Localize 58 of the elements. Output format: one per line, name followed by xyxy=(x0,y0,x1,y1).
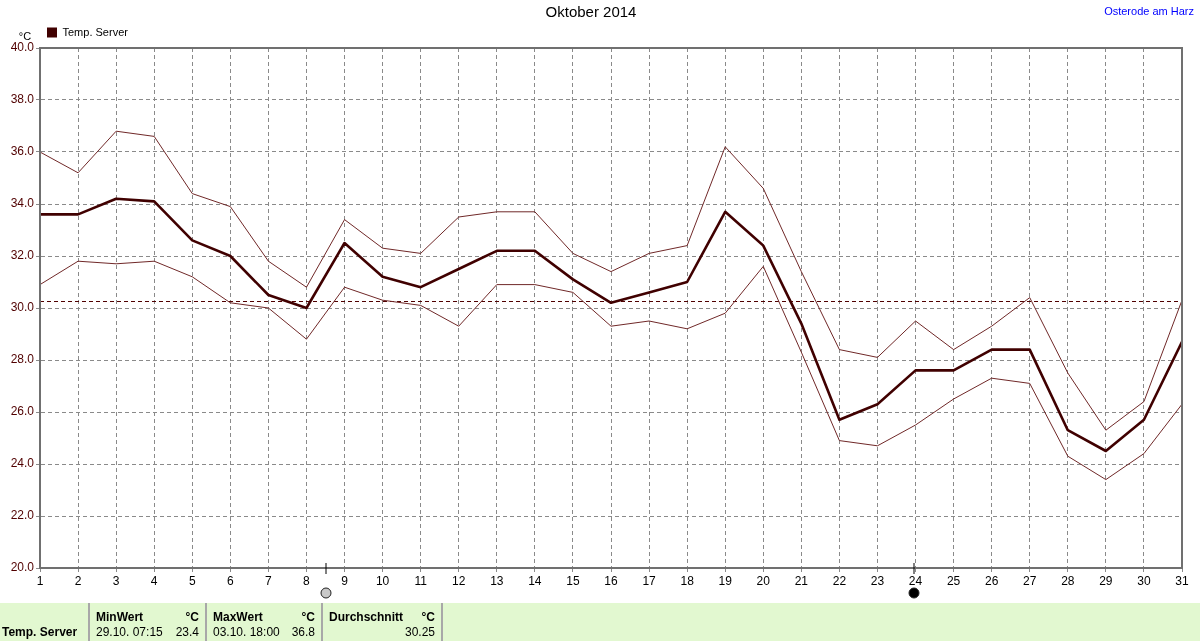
x-tick-label: 14 xyxy=(528,573,542,588)
legend-label: Temp. Server xyxy=(62,25,129,38)
x-tick-label: 2 xyxy=(74,573,82,588)
y-tick-label: 32.0 xyxy=(10,248,35,263)
text: Durchschnitt xyxy=(329,610,404,624)
y-tick-label: 20.0 xyxy=(10,560,35,575)
x-tick-label: 12 xyxy=(452,573,466,588)
x-tick-label: 4 xyxy=(150,573,158,588)
x-tick-label: 8 xyxy=(303,573,311,588)
x-tick-label: 28 xyxy=(1061,573,1075,588)
text: 03.10. 18:00 xyxy=(213,625,280,639)
x-tick-label: 27 xyxy=(1023,573,1037,588)
x-tick-label: 23 xyxy=(870,573,885,588)
x-tick-label: 19 xyxy=(718,573,733,588)
text: °C xyxy=(421,610,435,624)
text: 36.8 xyxy=(291,625,315,639)
x-tick-label: 1 xyxy=(36,573,44,588)
y-tick-label: 38.0 xyxy=(10,92,35,107)
x-tick-label: 13 xyxy=(490,573,504,588)
x-tick-label: 31 xyxy=(1175,573,1189,588)
x-tick-label: 29 xyxy=(1099,573,1113,588)
x-tick-label: 15 xyxy=(566,573,580,588)
y-tick-label: 36.0 xyxy=(10,144,35,159)
x-tick-label: 25 xyxy=(946,573,961,588)
text: MinWert xyxy=(96,610,144,624)
x-tick-label: 21 xyxy=(794,573,809,588)
x-tick-label: 24 xyxy=(908,573,923,588)
y-axis-title: °C xyxy=(18,29,32,42)
text: 30.25 xyxy=(404,625,435,639)
x-tick-label: 30 xyxy=(1137,573,1151,588)
text: Temp. Server xyxy=(2,625,78,639)
chart-subtitle: Osterode am Harz xyxy=(1104,5,1194,17)
x-tick-label: 10 xyxy=(375,573,390,588)
text: °C xyxy=(185,610,199,624)
x-tick-label: 18 xyxy=(680,573,695,588)
x-tick-label: 7 xyxy=(265,573,273,588)
text: MaxWert xyxy=(213,610,263,624)
text: 23.4 xyxy=(175,625,199,639)
y-tick-label: 34.0 xyxy=(10,196,35,211)
x-tick-label: 6 xyxy=(226,573,234,588)
y-tick-label: 24.0 xyxy=(10,456,35,471)
x-tick-label: 5 xyxy=(188,573,196,588)
x-tick-label: 9 xyxy=(341,573,349,588)
text: 29.10. 07:15 xyxy=(96,625,163,639)
text: °C xyxy=(301,610,315,624)
x-tick-label: 17 xyxy=(642,573,657,588)
x-tick-label: 20 xyxy=(756,573,771,588)
x-tick-label: 26 xyxy=(984,573,999,588)
y-tick-label: 30.0 xyxy=(10,300,35,315)
y-tick-label: 22.0 xyxy=(10,508,35,523)
x-tick-label: 16 xyxy=(604,573,618,588)
chart-title: Oktober 2014 xyxy=(545,3,637,21)
y-tick-label: 28.0 xyxy=(10,352,35,367)
x-tick-label: 11 xyxy=(414,573,428,588)
y-tick-label: 26.0 xyxy=(10,404,35,419)
x-tick-label: 22 xyxy=(832,573,847,588)
y-tick-label: 40.0 xyxy=(10,40,35,55)
x-tick-label: 3 xyxy=(112,573,120,588)
